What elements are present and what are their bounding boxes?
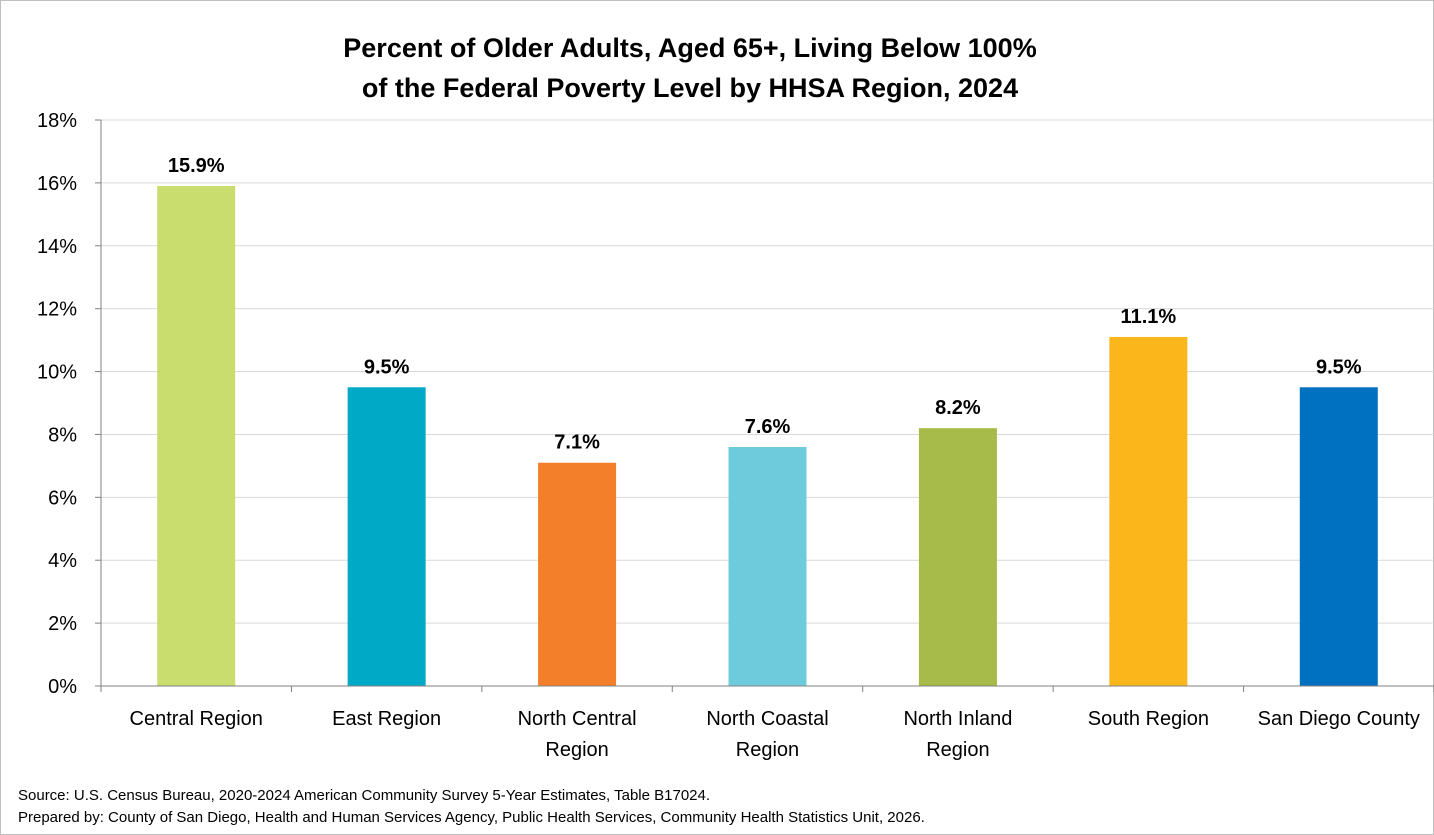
- y-axis-tick-label: 14%: [37, 236, 77, 258]
- y-axis-tick-label: 10%: [37, 362, 77, 384]
- category-label: South Region: [1088, 708, 1209, 730]
- data-label: 9.5%: [1316, 356, 1362, 378]
- y-axis-tick-label: 6%: [48, 487, 77, 509]
- data-label: 9.5%: [364, 356, 410, 378]
- y-axis-tick-label: 16%: [37, 173, 77, 195]
- bars: [157, 186, 1378, 687]
- bar: [1299, 387, 1378, 686]
- data-label: 7.6%: [745, 416, 791, 438]
- category-label: Region: [736, 739, 799, 761]
- bar: [538, 462, 617, 686]
- category-label: East Region: [332, 708, 441, 730]
- labels: 0% 2% 4% 6% 8% 10% 12% 14% 16% 18% 15.9% Central Re…: [37, 110, 1420, 761]
- category-label: San Diego County: [1258, 708, 1420, 730]
- chart-title: Percent of Older Adults, Aged 65+, Livin…: [240, 28, 1140, 108]
- data-label: 8.2%: [935, 397, 981, 419]
- bar: [157, 186, 236, 687]
- bar: [347, 387, 426, 686]
- prepared-by-note: Prepared by: County of San Diego, Health…: [18, 809, 925, 826]
- bar: [1109, 336, 1188, 686]
- y-axis-tick-label: 2%: [48, 613, 77, 635]
- data-label: 15.9%: [168, 155, 225, 177]
- chart-title-line-1: Percent of Older Adults, Aged 65+, Livin…: [343, 33, 1037, 63]
- data-label: 11.1%: [1121, 306, 1177, 328]
- y-axis-tick-label: 18%: [37, 110, 77, 132]
- axes: [95, 119, 1434, 692]
- bar: [918, 428, 997, 686]
- category-label: Region: [926, 739, 989, 761]
- bar: [728, 447, 807, 686]
- category-label: North Coastal: [706, 708, 828, 730]
- category-label: North Inland: [903, 708, 1012, 730]
- data-label: 7.1%: [554, 432, 600, 454]
- category-label: Region: [545, 739, 608, 761]
- y-axis-tick-label: 8%: [48, 424, 77, 446]
- y-axis-tick-label: 0%: [48, 676, 77, 698]
- category-label: Central Region: [130, 708, 263, 730]
- source-note: Source: U.S. Census Bureau, 2020-2024 Am…: [18, 787, 711, 804]
- y-axis-tick-label: 12%: [37, 299, 77, 321]
- y-axis-tick-label: 4%: [48, 550, 77, 572]
- category-label: North Central: [518, 708, 637, 730]
- chart-footer: Source: U.S. Census Bureau, 2020-2024 Am…: [18, 785, 925, 829]
- chart-title-line-2: of the Federal Poverty Level by HHSA Reg…: [361, 73, 1019, 103]
